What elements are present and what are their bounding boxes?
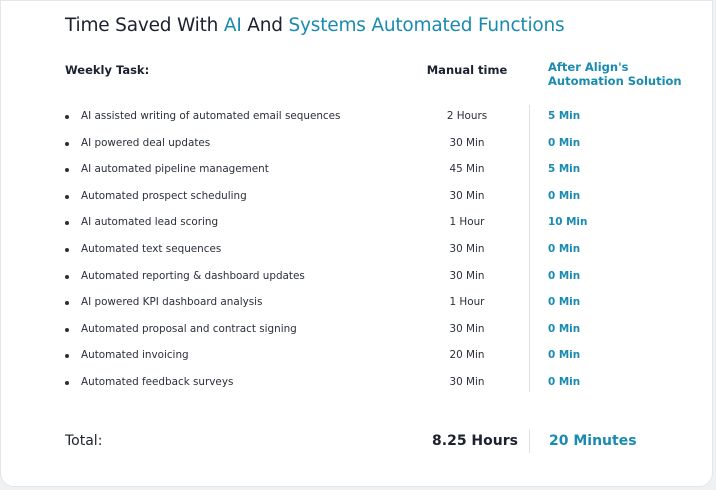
header-after-automation: After Align's Automation Solution	[548, 60, 682, 88]
table-row: Automated reporting & dashboard updates …	[1, 264, 714, 291]
total-divider	[529, 429, 530, 453]
header-weekly-task: Weekly Task:	[65, 63, 150, 77]
table-row: AI automated pipeline management 45 Min …	[1, 157, 714, 184]
header-manual-time: Manual time	[426, 63, 508, 77]
table-row: AI powered deal updates 30 Min 0 Min	[1, 131, 714, 158]
table-row: Automated feedback surveys 30 Min 0 Min	[1, 370, 714, 397]
manual-time-value: 45 Min	[449, 163, 485, 176]
bullet-icon	[65, 301, 69, 306]
title-part-1: Time Saved With	[65, 15, 224, 36]
after-time-value: 0 Min	[548, 269, 581, 282]
after-time-value: 0 Min	[548, 349, 581, 362]
after-time-value: 5 Min	[548, 110, 581, 122]
after-time-value: 0 Min	[548, 375, 581, 388]
manual-time-value: 30 Min	[449, 189, 485, 202]
manual-time-value: 30 Min	[449, 375, 485, 388]
table-row: Automated prospect scheduling 30 Min 0 M…	[1, 184, 714, 211]
task-name: AI powered KPI dashboard analysis	[81, 296, 263, 309]
bullet-icon	[65, 141, 69, 146]
table-row: AI powered KPI dashboard analysis 1 Hour…	[1, 290, 714, 317]
manual-time-value: 30 Min	[449, 269, 485, 282]
after-time-value: 0 Min	[548, 296, 581, 309]
table-row: Automated text sequences 30 Min 0 Min	[1, 237, 714, 264]
task-name: AI automated pipeline management	[81, 163, 269, 176]
manual-time-value: 1 Hour	[449, 296, 485, 309]
manual-time-value: 20 Min	[449, 349, 485, 362]
table-row: AI automated lead scoring 1 Hour 10 Min	[1, 210, 714, 237]
manual-time-value: 30 Min	[449, 242, 485, 255]
bullet-icon	[65, 247, 69, 252]
after-time-value: 5 Min	[548, 163, 581, 176]
after-time-value: 0 Min	[548, 136, 581, 149]
manual-time-value: 1 Hour	[449, 216, 485, 229]
title-part-3: And	[241, 15, 289, 36]
task-list: AI assisted writing of automated email s…	[1, 104, 714, 397]
task-name: AI assisted writing of automated email s…	[81, 110, 341, 122]
table-row: Automated proposal and contract signing …	[1, 317, 714, 344]
after-time-value: 0 Min	[548, 322, 581, 335]
bullet-icon	[65, 221, 69, 226]
title-part-4: Systems Automated Functions	[288, 15, 565, 36]
after-time-value: 10 Min	[548, 216, 588, 229]
bullet-icon	[65, 194, 69, 199]
manual-time-value: 30 Min	[449, 322, 485, 335]
total-after-automation: 20 Minutes	[549, 433, 637, 449]
task-name: Automated text sequences	[81, 242, 222, 255]
task-name: Automated prospect scheduling	[81, 189, 247, 202]
table-row: Automated invoicing 20 Min 0 Min	[1, 343, 714, 370]
manual-time-value: 2 Hours	[446, 110, 488, 122]
total-label: Total:	[65, 433, 103, 449]
bullet-icon	[65, 380, 69, 385]
bullet-icon	[65, 274, 69, 279]
after-time-value: 0 Min	[548, 189, 581, 202]
bullet-icon	[65, 354, 69, 359]
title-part-2: AI	[223, 15, 242, 36]
task-name: AI automated lead scoring	[81, 216, 219, 229]
bullet-icon	[65, 327, 69, 332]
task-name: Automated reporting & dashboard updates	[81, 269, 305, 282]
table-row: AI assisted writing of automated email s…	[1, 104, 714, 131]
bullet-icon	[65, 168, 69, 173]
task-name: AI powered deal updates	[81, 136, 211, 149]
task-name: Automated feedback surveys	[81, 375, 234, 388]
task-name: Automated proposal and contract signing	[81, 322, 297, 335]
after-time-value: 0 Min	[548, 242, 581, 255]
page-title: Time Saved With AI And Systems Automated…	[65, 15, 565, 36]
column-divider	[529, 105, 530, 392]
bullet-icon	[65, 115, 69, 119]
task-name: Automated invoicing	[81, 349, 189, 362]
manual-time-value: 30 Min	[449, 136, 485, 149]
total-manual-time: 8.25 Hours	[432, 433, 518, 449]
